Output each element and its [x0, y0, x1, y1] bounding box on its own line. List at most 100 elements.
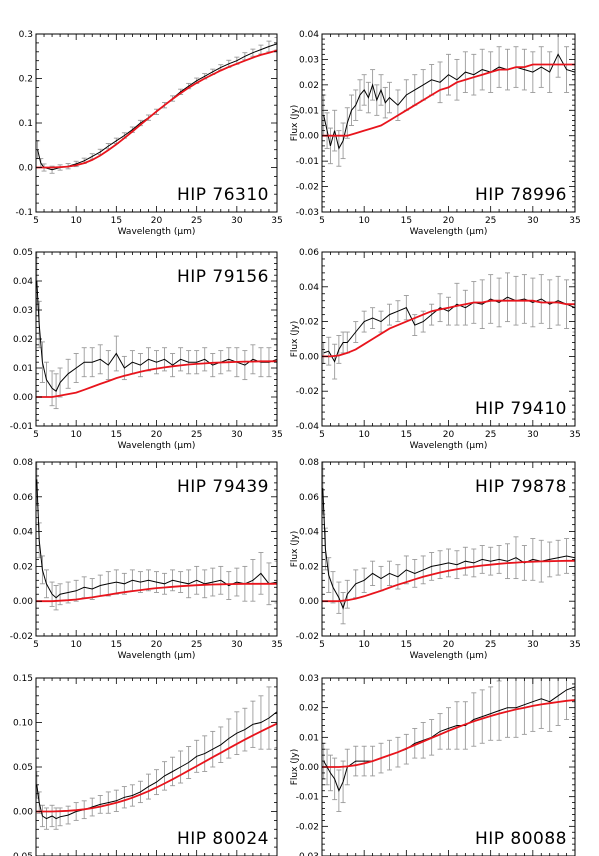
p6-y-tick-label: 0.10	[13, 719, 33, 729]
p4-y-tick-label: 0.08	[13, 458, 33, 468]
p3-y-tick-label: 0.06	[299, 248, 319, 258]
p1-x-tick-label: 15	[401, 216, 412, 226]
p2-y-tick-label: 0.04	[13, 277, 33, 287]
p1-y-tick-label: 0.02	[299, 81, 319, 91]
p4-y-tick-label: 0.06	[13, 493, 33, 503]
p7-y-tick-label: 0.03	[299, 674, 319, 684]
p0-x-tick-label: 15	[111, 216, 122, 226]
p6-model-line	[36, 722, 277, 813]
p4-x-tick-label: 35	[271, 640, 282, 650]
p2-x-tick-label: 35	[271, 430, 282, 440]
p6-y-tick-label: -0.05	[10, 852, 33, 856]
p4-model-line	[36, 582, 277, 603]
p4-x-tick-label: 15	[111, 640, 122, 650]
p0-x-axis-label: Wavelength (μm)	[118, 227, 196, 237]
p2-y-tick-label: 0.03	[13, 306, 33, 316]
p5-x-tick-label: 25	[485, 640, 496, 650]
p1-y-tick-label: -0.03	[296, 208, 319, 218]
p4-x-tick-label: 30	[231, 640, 243, 650]
p7-y-tick-label: 0.02	[299, 704, 319, 714]
p3-plot-area	[322, 272, 575, 380]
p1-x-tick-label: 20	[443, 216, 455, 226]
p1-y-tick-label: 0.00	[299, 132, 319, 142]
p2-plot-area	[36, 252, 277, 410]
panel-hip-79439: 5 10 15 20 25 30 35 -0.02 0.00 0.02 0.04 0.06 0.08 Wa…	[10, 458, 283, 661]
p5-spectrum-line	[322, 488, 575, 610]
p3-x-tick-label: 15	[401, 430, 412, 440]
p2-x-tick-label: 10	[70, 430, 82, 440]
panel-hip-78996: 5 10 15 20 25 30 35 -0.03 -0.02 -0.01 0.00 0.01 0.02…	[290, 30, 581, 237]
panel-hip-79156: 5 10 15 20 25 30 35 -0.01 0.00 0.01 0.02 0.03 0.04 0.…	[10, 248, 283, 451]
p5-y-tick-label: 0.00	[299, 597, 319, 607]
p3-x-tick-label: 25	[485, 430, 496, 440]
p2-y-tick-label: 0.00	[13, 393, 33, 403]
p5-x-axis-label: Wavelength (μm)	[410, 651, 488, 661]
p5-y-tick-label: 0.06	[299, 493, 319, 503]
p5-y-tick-label: 0.02	[299, 562, 319, 572]
p1-y-axis-label: Flux (Jy)	[290, 105, 300, 142]
p4-x-tick-label: 5	[33, 640, 39, 650]
p5-x-tick-label: 5	[319, 640, 325, 650]
p6-y-tick-label: 0.05	[13, 763, 33, 773]
p5-y-tick-label: 0.04	[299, 528, 319, 538]
p3-x-tick-label: 10	[358, 430, 370, 440]
p1-x-tick-label: 25	[485, 216, 496, 226]
p3-x-axis-label: Wavelength (μm)	[410, 441, 488, 451]
p5-x-tick-label: 35	[569, 640, 580, 650]
p4-y-tick-label: 0.04	[13, 528, 33, 538]
p3-x-tick-label: 30	[527, 430, 539, 440]
p0-y-tick-label: 0.1	[19, 119, 33, 129]
p2-x-axis-label: Wavelength (μm)	[118, 441, 196, 451]
p1-plot-area	[322, 34, 575, 167]
p3-y-tick-label: 0.02	[299, 318, 319, 328]
p2-x-tick-label: 25	[191, 430, 202, 440]
panel-hip-79410: 5 10 15 20 25 30 35 -0.04 -0.02 0.00 0.02 0.04 0.06 W…	[290, 248, 581, 451]
p2-x-tick-label: 20	[151, 430, 163, 440]
p0-y-tick-label: 0.2	[19, 75, 33, 85]
p7-y-tick-label: -0.02	[296, 822, 319, 832]
p5-star-label: HIP 79878	[475, 477, 567, 497]
p1-star-label: HIP 78996	[475, 185, 567, 205]
p3-y-tick-label: -0.02	[296, 387, 319, 397]
p3-model-line	[322, 299, 575, 358]
p3-y-tick-label: 0.04	[299, 283, 319, 293]
p6-spectrum-line	[36, 711, 277, 820]
p4-x-tick-label: 20	[151, 640, 163, 650]
p5-x-tick-label: 10	[358, 640, 370, 650]
p1-y-tick-label: 0.01	[299, 106, 319, 116]
p1-model-line	[322, 63, 575, 137]
p2-y-tick-label: 0.01	[13, 364, 33, 374]
p7-y-tick-label: -0.01	[296, 793, 319, 803]
p3-star-label: HIP 79410	[475, 399, 567, 419]
panel-hip-80024: -0.05 0.00 0.05 0.10 0.15 HIP 80024	[10, 674, 278, 856]
p0-x-tick-label: 25	[191, 216, 202, 226]
p1-y-tick-label: 0.03	[299, 55, 319, 65]
p5-x-tick-label: 20	[443, 640, 455, 650]
p2-y-tick-label: -0.01	[10, 422, 33, 432]
p0-y-tick-label: 0.0	[19, 164, 34, 174]
p2-x-tick-label: 5	[33, 430, 39, 440]
p4-x-tick-label: 25	[191, 640, 202, 650]
p7-y-tick-label: 0.01	[299, 733, 319, 743]
p7-y-axis-label: Flux (Jy)	[290, 749, 300, 786]
p0-y-tick-label: -0.1	[15, 208, 33, 218]
p2-y-tick-label: 0.05	[13, 248, 33, 258]
p1-y-tick-label: -0.01	[296, 157, 319, 167]
p3-y-tick-label: 0.00	[299, 352, 319, 362]
p2-x-tick-label: 15	[111, 430, 122, 440]
p6-plot-area	[36, 678, 277, 830]
p6-y-tick-label: 0.15	[13, 674, 33, 684]
p1-spectrum-line	[323, 53, 575, 150]
p0-x-tick-label: 20	[151, 216, 163, 226]
p7-y-tick-label: -0.03	[296, 852, 319, 856]
p5-plot-area	[322, 462, 575, 625]
p0-model-line	[36, 49, 277, 169]
p2-model-line	[36, 360, 277, 398]
p5-y-tick-label: -0.02	[296, 632, 319, 642]
p4-y-tick-label: 0.00	[13, 597, 33, 607]
p0-x-tick-label: 5	[33, 216, 39, 226]
p1-x-tick-label: 30	[527, 216, 539, 226]
p3-x-tick-label: 20	[443, 430, 455, 440]
p4-x-axis-label: Wavelength (μm)	[118, 651, 196, 661]
